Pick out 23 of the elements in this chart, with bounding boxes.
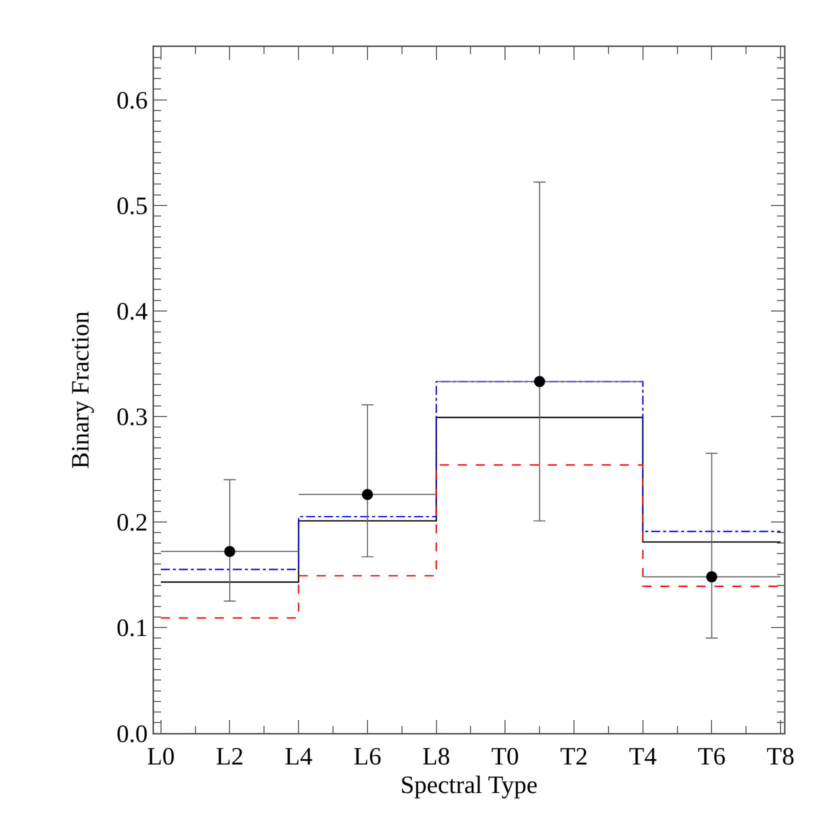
x-tick-label: T2 [560,743,588,770]
x-tick-label: T4 [628,743,658,770]
x-tick-label: L2 [216,743,244,770]
point [534,376,546,388]
x-axis-title: Spectral Type [400,772,538,800]
y-tick-label: 0.3 [116,404,148,432]
y-tick-label: 0.6 [116,88,148,115]
y-tick-label: 0.4 [116,298,148,326]
x-tick-label: L6 [354,743,382,770]
x-tick-label: L8 [422,743,450,770]
y-tick-label: 0.1 [116,615,148,642]
x-tick-label: L4 [284,743,313,770]
y-tick-label: 0.0 [116,720,148,748]
x-tick-label: L0 [147,743,175,770]
x-tick-label: T8 [766,743,794,770]
point [362,488,373,500]
y-tick-label: 0.2 [116,510,148,537]
point [706,571,718,582]
y-axis-title: Binary Fraction [67,310,94,469]
point [224,546,236,557]
x-tick-label: T6 [698,743,726,770]
x-tick-label: T0 [491,743,520,770]
y-tick-label: 0.5 [116,193,148,220]
